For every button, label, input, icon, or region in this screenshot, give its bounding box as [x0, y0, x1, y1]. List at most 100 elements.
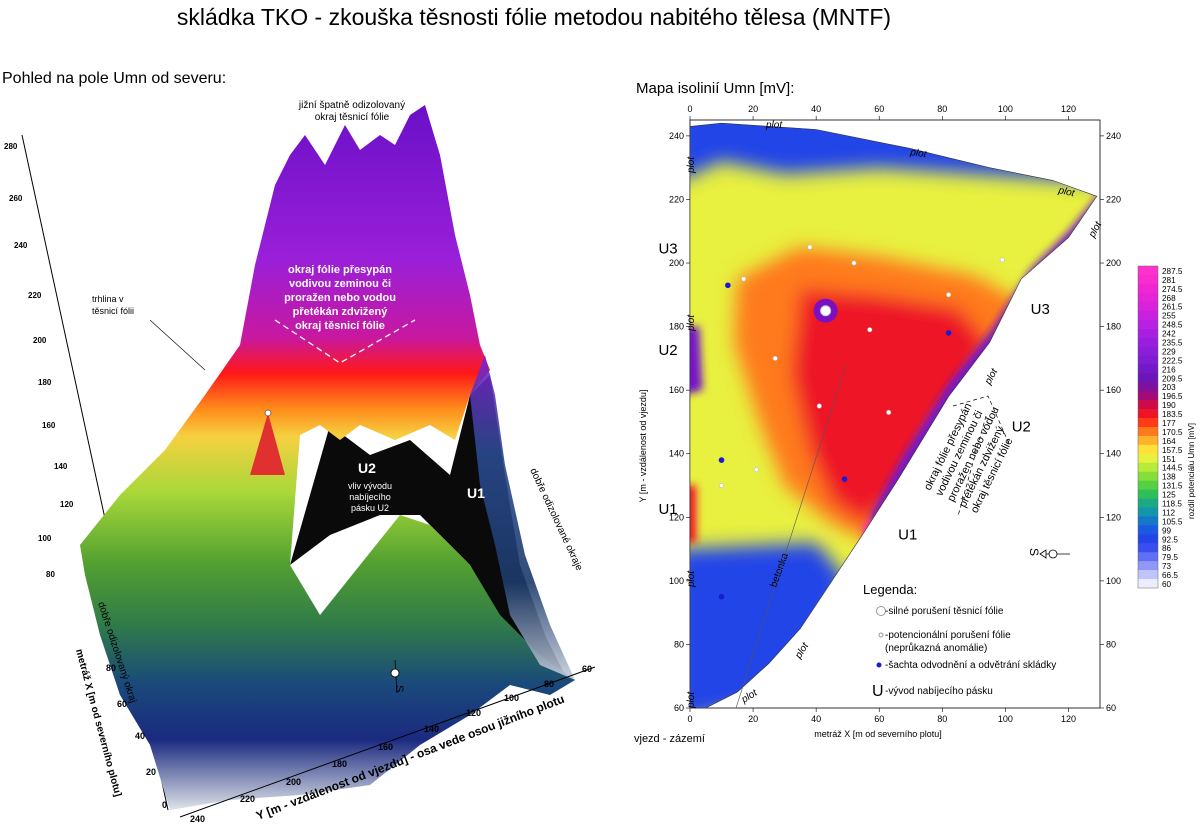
z-tick: 80 [46, 570, 55, 579]
shaft-icon [945, 330, 952, 336]
colorbar-swatch [1138, 489, 1158, 499]
south-marker-icon [390, 659, 400, 694]
x-tick-label-top: 100 [998, 104, 1013, 114]
y-tick-3d: 60 [582, 664, 592, 674]
map-ticks: 0 0 20 20 40 40 60 60 80 80 100 100 120 120 60 60 80 80 10… [669, 104, 1121, 724]
plot-label: plot [1056, 185, 1076, 200]
colorbar-level-label: 60 [1162, 580, 1172, 589]
x-tick-label-top: 80 [937, 104, 947, 114]
colorbar-level-label: 216 [1162, 365, 1176, 374]
y-tick-3d: 80 [544, 679, 554, 689]
colorbar-frame [1137, 265, 1159, 589]
electrode-label: U3 [1031, 301, 1050, 318]
colorbar-swatch [1138, 400, 1158, 410]
legend-strong-icon [876, 606, 886, 616]
y-tick-label-right: 240 [1106, 131, 1121, 141]
y-tick-3d: 240 [190, 814, 205, 824]
surface-spike [250, 413, 285, 475]
surface-right-lobe [470, 355, 575, 680]
edge-note-arrows [274, 319, 416, 364]
z-tick: 140 [54, 462, 68, 471]
z-tick: 200 [33, 336, 47, 345]
anomaly-potential-icon [807, 244, 813, 250]
colorbar-level-label: 281 [1162, 276, 1176, 285]
colorbar-level-label: 138 [1162, 473, 1176, 482]
y-axis-line-3d [179, 666, 596, 818]
z-tick: 260 [9, 194, 23, 203]
anomaly-potential-icon [753, 467, 759, 473]
x-tick-label-top: 40 [811, 104, 821, 114]
crack-note-line2: těsnicí fólii [92, 306, 134, 316]
y-tick-3d: 180 [332, 759, 347, 769]
shaft-icon [725, 282, 731, 289]
shaft-icon [841, 476, 848, 482]
colorbar-level-label: 242 [1162, 330, 1176, 339]
colorbar-level-label: 235.5 [1162, 339, 1183, 348]
legend-item-text: -potencionální porušení fólie [885, 630, 1011, 641]
plot-label: plot [686, 691, 697, 709]
colorbar-swatch [1138, 525, 1158, 535]
u2-label: U2 [358, 460, 376, 476]
x-tick-3d: 0 [162, 800, 167, 810]
z-tick: 280 [4, 142, 18, 151]
colorbar-swatch [1138, 292, 1158, 303]
plot-label: plot [765, 120, 783, 131]
x-tick-label: 80 [937, 714, 947, 724]
map-edge-note-bracket [952, 395, 1011, 517]
surface-3d-view: 280 260 240 220 200 180 160 140 120 100 … [4, 100, 596, 824]
y-tick-label: 80 [674, 639, 684, 649]
y-tick-label: 240 [669, 131, 684, 141]
plot-label: plot [982, 366, 1000, 387]
colorbar-level-label: 222.5 [1162, 356, 1183, 365]
z-tick: 100 [38, 534, 52, 543]
edge-note-line: proražen nebo vodou [284, 292, 396, 304]
edge-note-line: okraj těsnicí fólie [295, 320, 385, 332]
legend-title: Legenda: [863, 582, 917, 597]
shaft-icon [718, 457, 725, 463]
legend-shaft-icon [876, 662, 882, 668]
anomaly-potential-icon [741, 276, 747, 282]
shaft-icon [718, 593, 725, 600]
x-tick-3d: 20 [146, 767, 156, 777]
colorbar-swatch [1138, 543, 1158, 553]
y-tick-label-right: 100 [1106, 576, 1121, 586]
y-tick-label-right: 180 [1106, 322, 1121, 332]
anomaly-potential-icon [816, 403, 822, 409]
plot-label: plot [739, 687, 760, 706]
region-red-core [790, 288, 990, 524]
u1-label: U1 [467, 485, 485, 501]
anomaly-potential-icon [772, 355, 778, 361]
colorbar-level-label: 274.5 [1162, 285, 1183, 294]
colorbar-swatch [1138, 328, 1158, 338]
x-tick-label: 60 [874, 714, 884, 724]
colorbar-level-label: 86 [1162, 544, 1172, 553]
betonka-line [735, 363, 847, 709]
plot-label: plot [686, 156, 697, 174]
legend-u-symbol: U [872, 683, 884, 700]
y-tick-label: 220 [669, 194, 684, 204]
y-tick-label: 180 [669, 322, 684, 332]
colorbar-swatch [1138, 382, 1158, 392]
y-tick-label-right: 80 [1106, 639, 1116, 649]
colorbar-swatch [1138, 462, 1158, 473]
x-tick-label: 20 [748, 714, 758, 724]
colorbar-level-label: 105.5 [1162, 517, 1183, 526]
colorbar-level-label: 164 [1162, 437, 1176, 446]
right-edge-note: dobře odizolované okraje [527, 467, 584, 573]
z-tick: 220 [28, 291, 42, 300]
z-axis-ticks: 280 260 240 220 200 180 160 140 120 100 … [4, 142, 74, 579]
y-tick-label: 140 [669, 449, 684, 459]
map-legend: Legenda: -silné porušení těsnicí fólie -… [863, 582, 1056, 700]
spike-marker-icon [264, 409, 272, 417]
colorbar-level-label: 157.5 [1162, 446, 1183, 455]
colorbar-level-label: 209.5 [1162, 374, 1183, 383]
colorbar-swatch [1138, 373, 1158, 383]
electrode-label: U2 [658, 342, 677, 359]
anomaly-strong-icon [820, 305, 832, 317]
colorbar-swatch [1138, 561, 1158, 571]
legend-item-text: -šachta odvodnění a odvětrání skládky [885, 660, 1056, 671]
y-tick-label: 200 [669, 258, 684, 268]
colorbar-level-label: 66.5 [1162, 571, 1178, 580]
colorbar-swatch [1138, 427, 1158, 437]
colorbar-swatch [1138, 274, 1158, 285]
